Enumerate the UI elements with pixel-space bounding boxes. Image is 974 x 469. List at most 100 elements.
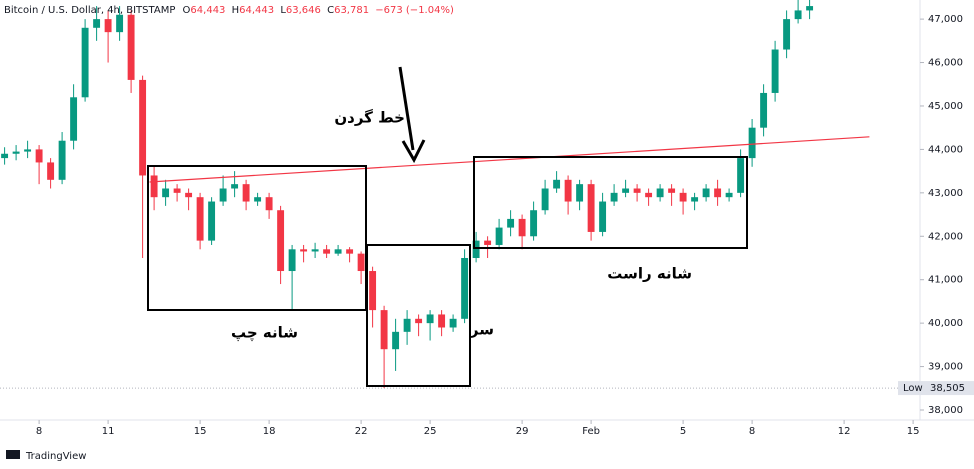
candle-body bbox=[725, 192, 733, 198]
candle-body bbox=[541, 188, 549, 211]
candle-body bbox=[300, 249, 308, 252]
candle-body bbox=[668, 188, 676, 193]
high-label: H bbox=[232, 5, 240, 16]
head-label: سر bbox=[469, 321, 494, 339]
low-value: 38,505 bbox=[930, 383, 965, 394]
candle-body bbox=[587, 184, 595, 232]
candle-body bbox=[599, 201, 607, 232]
candle-body bbox=[369, 271, 377, 311]
candle-body bbox=[576, 184, 584, 202]
candle-body bbox=[415, 318, 423, 324]
y-tick-label: 45,000 bbox=[928, 101, 963, 112]
candle-body bbox=[357, 253, 365, 272]
candle-body bbox=[254, 197, 262, 202]
candle-body bbox=[714, 188, 722, 198]
close-label: C bbox=[327, 5, 334, 16]
symbol: Bitcoin / U.S. Dollar, 4h, BITSTAMP bbox=[4, 5, 175, 16]
candle-body bbox=[70, 97, 78, 141]
candle-body bbox=[323, 249, 331, 254]
low-label: Low bbox=[903, 383, 923, 394]
candle-body bbox=[484, 240, 492, 245]
candle-body bbox=[645, 192, 653, 198]
high-value: 64,443 bbox=[239, 5, 274, 16]
candle-body bbox=[277, 210, 285, 272]
candle-body bbox=[553, 179, 561, 189]
x-tick-label: 15 bbox=[194, 426, 207, 437]
candle-body bbox=[495, 227, 503, 245]
low-tag-bg bbox=[898, 381, 974, 396]
candle-body bbox=[162, 188, 170, 198]
candle-body bbox=[438, 314, 446, 328]
candle-body bbox=[564, 179, 572, 202]
candle-body bbox=[265, 197, 273, 211]
x-tick-label: 8 bbox=[36, 426, 42, 437]
candle-body bbox=[794, 10, 802, 20]
candle-body bbox=[35, 149, 43, 163]
head-box bbox=[366, 244, 471, 387]
candle-body bbox=[24, 149, 32, 152]
low-value: 63,646 bbox=[286, 5, 321, 16]
close-value: 63,781 bbox=[334, 5, 369, 16]
candle-body bbox=[392, 331, 400, 350]
candle-body bbox=[150, 175, 158, 198]
x-tick-label: 15 bbox=[907, 426, 920, 437]
open-value: 64,443 bbox=[190, 5, 225, 16]
y-tick-label: 42,000 bbox=[928, 231, 963, 242]
candle-body bbox=[461, 257, 469, 319]
x-tick-label: 22 bbox=[355, 426, 368, 437]
right-shoulder-box bbox=[473, 156, 748, 249]
pattern-boxes bbox=[147, 156, 748, 387]
candle-body bbox=[771, 49, 779, 93]
low-label: L bbox=[280, 5, 286, 16]
header: Bitcoin / U.S. Dollar, 4h, BITSTAMP O64,… bbox=[4, 5, 454, 16]
neckline bbox=[149, 136, 870, 183]
y-tick-label: 44,000 bbox=[928, 144, 963, 155]
brand: TradingView bbox=[25, 451, 86, 462]
left-shoulder-box bbox=[147, 165, 367, 311]
candle-body bbox=[334, 249, 342, 254]
candle-body bbox=[116, 14, 124, 33]
candle-body bbox=[622, 188, 630, 193]
open-label: O bbox=[183, 5, 191, 16]
brand-logo: TradingView bbox=[6, 450, 86, 462]
right-shoulder-label: شانه راست bbox=[607, 265, 692, 283]
candle-body bbox=[656, 188, 664, 198]
x-tick-label: 12 bbox=[838, 426, 851, 437]
arrow bbox=[398, 66, 426, 164]
y-tick-label: 47,000 bbox=[928, 14, 963, 25]
candle-body bbox=[47, 162, 55, 180]
candle-body bbox=[472, 240, 480, 258]
candle-body bbox=[173, 188, 181, 193]
neckline-label: خط گردن bbox=[334, 109, 405, 127]
candle-body bbox=[1, 153, 9, 159]
candle-body bbox=[346, 249, 354, 254]
x-tick-label: 25 bbox=[424, 426, 437, 437]
candle-body bbox=[610, 192, 618, 202]
candle-body bbox=[426, 314, 434, 324]
candle-body bbox=[81, 27, 89, 98]
plot-area bbox=[0, 0, 920, 389]
candle-body bbox=[242, 184, 250, 202]
candle-body bbox=[702, 188, 710, 198]
candle-body bbox=[679, 192, 687, 202]
candle-body bbox=[139, 79, 147, 176]
y-tick-label: 41,000 bbox=[928, 275, 963, 286]
candle-body bbox=[449, 318, 457, 328]
candle-body bbox=[633, 188, 641, 193]
x-tick-label: 8 bbox=[749, 426, 755, 437]
x-tick-label: 11 bbox=[102, 426, 115, 437]
candle-body bbox=[806, 6, 814, 11]
arrow-shaft bbox=[398, 66, 415, 151]
candle-body bbox=[518, 218, 526, 237]
candle-body bbox=[185, 192, 193, 198]
y-tick-label: 38,000 bbox=[928, 405, 963, 416]
y-tick-label: 39,000 bbox=[928, 362, 963, 373]
arrow-head bbox=[401, 139, 426, 164]
candle-body bbox=[231, 184, 239, 189]
y-tick-label: 40,000 bbox=[928, 318, 963, 329]
candle-body bbox=[127, 14, 135, 80]
y-tick-label: 46,000 bbox=[928, 58, 963, 69]
candle-body bbox=[380, 310, 388, 350]
x-tick-label: 29 bbox=[516, 426, 529, 437]
candle-body bbox=[311, 249, 319, 252]
